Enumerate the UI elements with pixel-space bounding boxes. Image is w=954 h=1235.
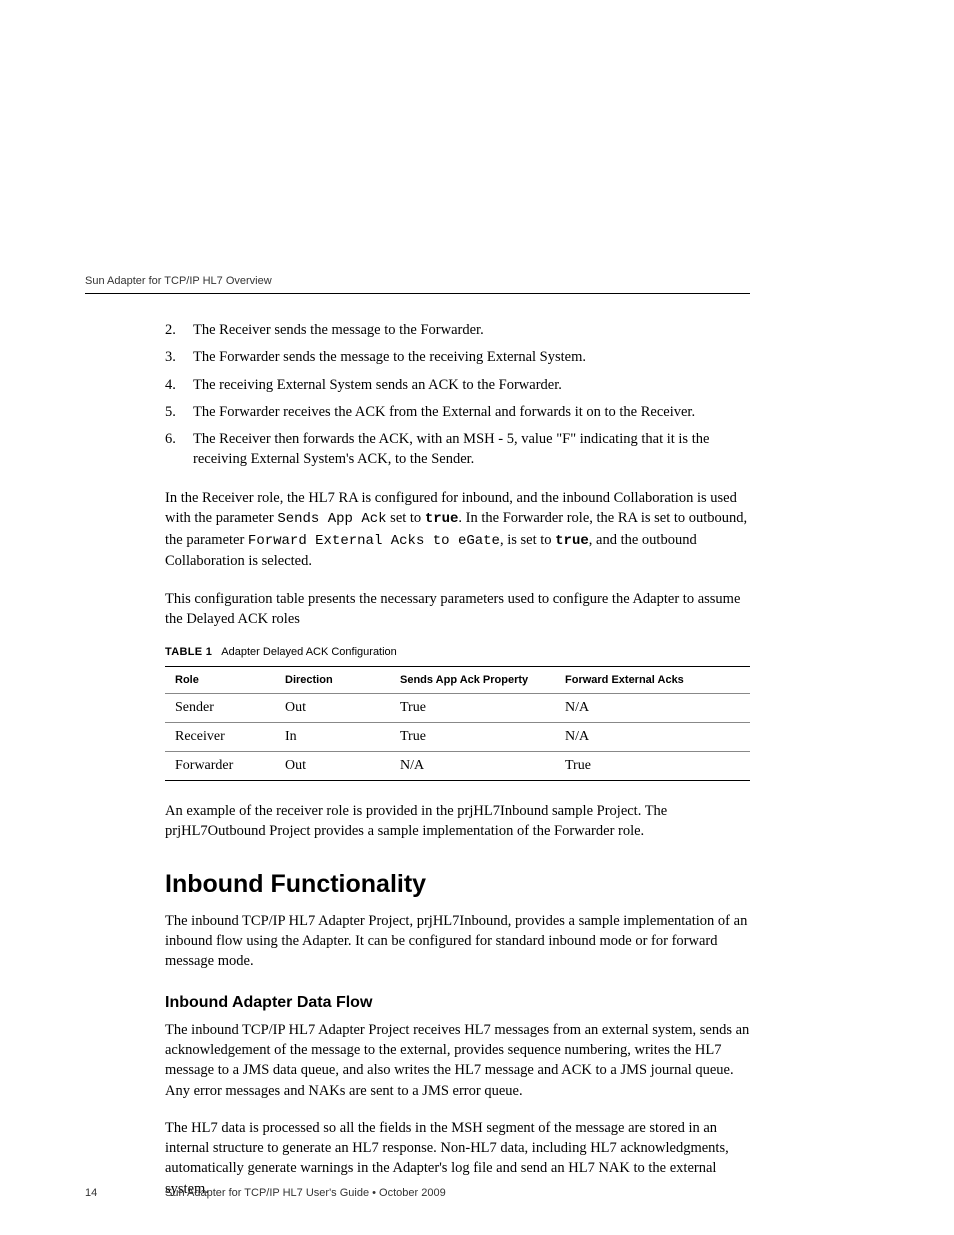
paragraph-config-intro: This configuration table presents the ne… <box>165 589 750 630</box>
config-table: Role Direction Sends App Ack Property Fo… <box>165 666 750 781</box>
cell-sends: True <box>390 723 555 752</box>
cell-forward: N/A <box>555 723 750 752</box>
code-forward-external-acks: Forward External Acks to eGate <box>248 533 500 549</box>
col-forward-external-acks: Forward External Acks <box>555 667 750 694</box>
col-sends-app-ack: Sends App Ack Property <box>390 667 555 694</box>
table-caption: TABLE 1 Adapter Delayed ACK Configuratio… <box>165 646 750 658</box>
step-item: 4. The receiving External System sends an… <box>165 375 750 395</box>
col-direction: Direction <box>275 667 390 694</box>
paragraph-inbound-flow-1: The inbound TCP/IP HL7 Adapter Project r… <box>165 1020 750 1101</box>
step-item: 6. The Receiver then forwards the ACK, wi… <box>165 429 750 470</box>
cell-role: Sender <box>165 694 275 723</box>
step-num: 2. <box>165 320 176 340</box>
step-text: The Receiver sends the message to the Fo… <box>193 322 484 338</box>
cell-direction: Out <box>275 694 390 723</box>
step-num: 4. <box>165 375 176 395</box>
footer-text: Sun Adapter for TCP/IP HL7 User's Guide … <box>165 1187 446 1199</box>
step-item: 2. The Receiver sends the message to the … <box>165 320 750 340</box>
step-num: 3. <box>165 347 176 367</box>
table-header-row: Role Direction Sends App Ack Property Fo… <box>165 667 750 694</box>
table-row: Forwarder Out N/A True <box>165 752 750 781</box>
paragraph-receiver-role: In the Receiver role, the HL7 RA is conf… <box>165 488 750 572</box>
step-item: 5. The Forwarder receives the ACK from th… <box>165 402 750 422</box>
col-role: Role <box>165 667 275 694</box>
steps-list: 2. The Receiver sends the message to the … <box>165 320 750 470</box>
table-row: Sender Out True N/A <box>165 694 750 723</box>
paragraph-inbound-intro: The inbound TCP/IP HL7 Adapter Project, … <box>165 911 750 972</box>
header-title: Sun Adapter for TCP/IP HL7 Overview <box>85 275 272 287</box>
code-true: true <box>425 511 459 527</box>
cell-role: Receiver <box>165 723 275 752</box>
step-text: The receiving External System sends an A… <box>193 377 562 393</box>
cell-forward: True <box>555 752 750 781</box>
table-row: Receiver In True N/A <box>165 723 750 752</box>
cell-sends: True <box>390 694 555 723</box>
step-text: The Forwarder sends the message to the r… <box>193 349 586 365</box>
page-number: 14 <box>85 1187 97 1199</box>
cell-direction: In <box>275 723 390 752</box>
table-caption-text: Adapter Delayed ACK Configuration <box>221 646 397 658</box>
page-content: 2. The Receiver sends the message to the … <box>165 320 750 1216</box>
step-item: 3. The Forwarder sends the message to the… <box>165 347 750 367</box>
heading-inbound-functionality: Inbound Functionality <box>165 870 750 899</box>
step-num: 5. <box>165 402 176 422</box>
cell-direction: Out <box>275 752 390 781</box>
step-text: The Receiver then forwards the ACK, with… <box>193 431 709 467</box>
cell-sends: N/A <box>390 752 555 781</box>
step-text: The Forwarder receives the ACK from the … <box>193 404 695 420</box>
cell-role: Forwarder <box>165 752 275 781</box>
table-label: TABLE 1 <box>165 646 212 658</box>
cell-forward: N/A <box>555 694 750 723</box>
running-header: Sun Adapter for TCP/IP HL7 Overview <box>85 275 750 294</box>
step-num: 6. <box>165 429 176 449</box>
code-true: true <box>555 533 589 549</box>
heading-inbound-data-flow: Inbound Adapter Data Flow <box>165 994 750 1012</box>
paragraph-example: An example of the receiver role is provi… <box>165 801 750 842</box>
code-sends-app-ack: Sends App Ack <box>277 511 386 527</box>
